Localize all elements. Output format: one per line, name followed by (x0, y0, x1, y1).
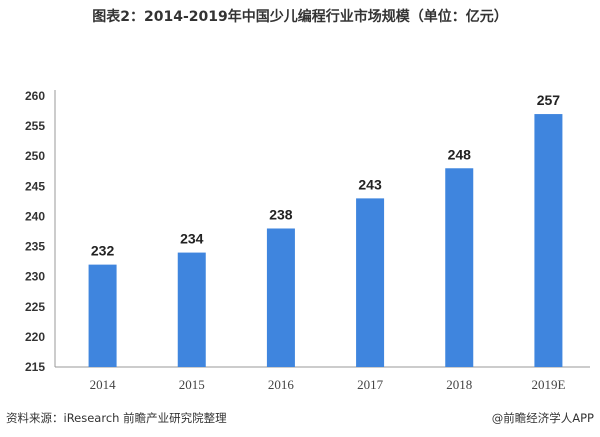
data-label: 248 (448, 146, 472, 162)
y-tick-label: 245 (25, 179, 45, 193)
data-label: 234 (180, 231, 204, 247)
bar-2019E (534, 114, 563, 367)
x-tick-label: 2015 (179, 377, 205, 392)
bar-2018 (445, 168, 474, 367)
data-label: 243 (358, 176, 382, 192)
y-tick-label: 250 (25, 149, 45, 163)
y-tick-label: 215 (25, 360, 45, 374)
y-tick-label: 230 (25, 270, 45, 284)
x-tick-label: 2017 (357, 377, 384, 392)
y-tick-label: 220 (25, 330, 45, 344)
y-tick-label: 240 (25, 209, 45, 223)
x-tick-label: 2019E (531, 377, 565, 392)
bar-2016 (266, 228, 295, 367)
x-tick-label: 2016 (268, 377, 295, 392)
data-label: 238 (269, 206, 293, 222)
y-tick-label: 260 (25, 89, 45, 103)
source-note: 资料来源：iResearch 前瞻产业研究院整理 (6, 411, 227, 425)
data-label: 257 (537, 92, 561, 108)
bar-2015 (177, 252, 206, 367)
x-tick-label: 2014 (90, 377, 117, 392)
bar-2014 (88, 264, 117, 367)
bar-2017 (356, 198, 385, 367)
brand-credit: @前瞻经济学人APP (491, 411, 594, 425)
y-tick-label: 235 (25, 240, 45, 254)
data-label: 232 (91, 243, 115, 259)
y-tick-label: 255 (25, 119, 45, 133)
x-tick-label: 2018 (446, 377, 472, 392)
y-tick-label: 225 (25, 300, 45, 314)
chart-title: 图表2：2014-2019年中国少儿编程行业市场规模（单位：亿元） (92, 9, 508, 25)
